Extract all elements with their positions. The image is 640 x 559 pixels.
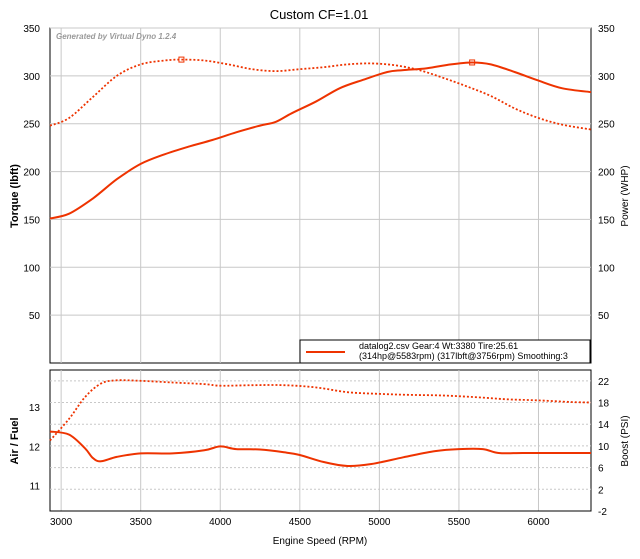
torque-tick-label: 250 — [23, 120, 40, 131]
torque-curve — [49, 58, 592, 131]
x-tick-label: 4000 — [209, 517, 232, 528]
torque-tick-label: 200 — [23, 168, 40, 179]
torque-peak-marker — [178, 56, 185, 63]
boost-curve — [49, 379, 592, 442]
tick-labels: 3000 3500 4000 4500 5000 5500 6000 50 100 150 200 2… — [23, 24, 615, 528]
power-tick-label: 200 — [598, 168, 615, 179]
boost-tick-label: 18 — [598, 399, 610, 410]
power-tick-label: 50 — [598, 311, 610, 322]
watermark: Generated by Virtual Dyno 1.2.4 — [56, 32, 177, 41]
air-fuel-curve — [49, 430, 591, 468]
x-tick-label: 4500 — [289, 517, 312, 528]
power-peak-marker — [469, 59, 476, 66]
legend-line-2: (314hp@5583rpm) (317lbft@3756rpm) Smooth… — [359, 351, 568, 361]
top-series-layer — [49, 56, 592, 220]
power-tick-label: 300 — [598, 72, 615, 83]
y-axis-label-power: Power (WHP) — [620, 165, 631, 226]
x-tick-label: 6000 — [527, 517, 550, 528]
y-axis-label-torque: Torque (lbft) — [9, 164, 21, 228]
power-tick-label: 150 — [598, 215, 615, 226]
power-tick-label: 100 — [598, 263, 615, 274]
torque-tick-label: 100 — [23, 263, 40, 274]
power-curve — [49, 61, 592, 220]
power-tick-label: 250 — [598, 120, 615, 131]
y-axis-label-boost: Boost (PSI) — [620, 415, 631, 466]
x-tick-label: 5500 — [448, 517, 471, 528]
boost-tick-label: 2 — [598, 485, 604, 496]
air-fuel-tick-label: 12 — [29, 442, 41, 453]
air-fuel-tick-label: 13 — [29, 403, 41, 414]
legend-box — [299, 339, 591, 364]
torque-tick-label: 350 — [23, 24, 40, 35]
boost-tick-label: 22 — [598, 377, 610, 388]
top-plot-area — [49, 27, 592, 364]
x-tick-label: 3000 — [50, 517, 73, 528]
legend-line-1: datalog2.csv Gear:4 Wt:3380 Tire:25.61 — [359, 341, 518, 351]
boost-tick-label: 6 — [598, 464, 604, 475]
power-tick-label: 350 — [598, 24, 615, 35]
torque-tick-label: 150 — [23, 215, 40, 226]
bottom-series-layer — [49, 379, 592, 468]
x-tick-label: 3500 — [130, 517, 153, 528]
x-tick-label: 5000 — [368, 517, 391, 528]
boost-tick-label: 14 — [598, 420, 610, 431]
torque-tick-label: 50 — [29, 311, 41, 322]
x-axis-label: Engine Speed (RPM) — [273, 536, 368, 547]
chart-title: Custom CF=1.01 — [270, 7, 369, 22]
air-fuel-tick-label: 11 — [30, 482, 41, 493]
legend: datalog2.csv Gear:4 Wt:3380 Tire:25.61 (… — [299, 339, 591, 364]
boost-tick-label: 10 — [598, 442, 610, 453]
bottom-plot-area — [49, 369, 592, 512]
torque-tick-label: 300 — [23, 72, 40, 83]
y-axis-label-air-fuel: Air / Fuel — [9, 417, 21, 464]
boost-tick-label: -2 — [598, 507, 607, 518]
